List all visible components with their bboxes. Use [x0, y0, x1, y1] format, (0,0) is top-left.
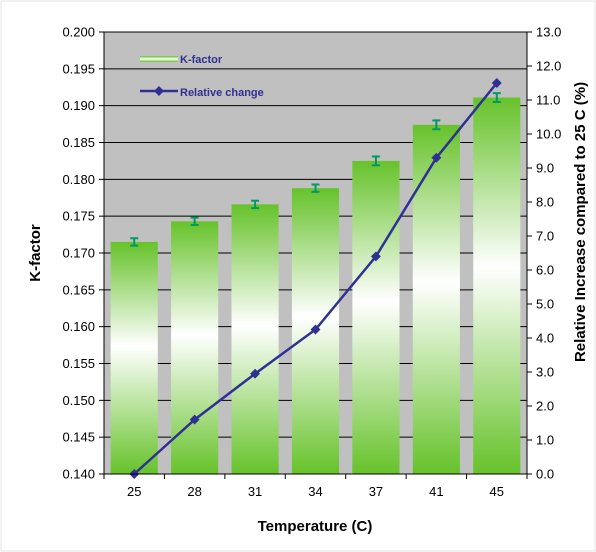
y2-tick-label: 8.0	[536, 195, 554, 210]
y2-tick-label: 11.0	[536, 93, 560, 108]
error-bars	[130, 92, 501, 247]
y-tick-label: 0.140	[62, 467, 95, 482]
bar	[352, 160, 400, 474]
bar	[231, 204, 279, 474]
y-tick-label: 0.170	[62, 246, 95, 261]
x-tick-label: 28	[187, 484, 201, 499]
x-tick-label: 45	[490, 484, 504, 499]
y2-tick-label: 5.0	[536, 297, 554, 312]
error-bar	[190, 216, 199, 227]
y-tick-label: 0.150	[62, 393, 95, 408]
legend-label-k-factor: K-factor	[180, 54, 223, 66]
y2-tick-label: 7.0	[536, 229, 554, 244]
legend-item-k-factor: K-factor	[140, 54, 223, 66]
legend-swatch-k-factor	[140, 56, 178, 62]
y2-tick-label: 12.0	[536, 59, 561, 74]
y-tick-label: 0.145	[62, 430, 95, 445]
bar	[110, 241, 158, 474]
y-tick-label: 0.200	[62, 25, 95, 40]
axes	[99, 31, 532, 479]
relative-change-point	[189, 414, 200, 425]
error-bar	[130, 237, 139, 247]
y2-tick-label: 1.0	[536, 433, 554, 448]
y2-tick-label: 0.0	[536, 467, 554, 482]
error-bar	[251, 199, 260, 210]
y-tick-label: 0.175	[62, 209, 95, 224]
y-tick-label: 0.180	[62, 172, 95, 187]
y2-tick-label: 9.0	[536, 161, 554, 176]
relative-change-point	[370, 251, 381, 262]
relative-change-point	[431, 152, 442, 163]
legend-marker-relative-change	[154, 86, 164, 96]
x-tick-label: 34	[308, 484, 322, 499]
bar	[473, 97, 521, 475]
error-bar	[371, 155, 380, 167]
y2-axis-tick-labels: 0.0 1.0 2.0 3.0 4.0 5.0 6.0 7.0 8.0 9.0 10.0 11.0 12…	[536, 25, 561, 482]
y2-tick-label: 10.0	[536, 127, 561, 142]
bar	[171, 221, 219, 474]
y-tick-label: 0.185	[62, 135, 95, 150]
y2-axis-title: Relative Increase compared to 25 C (%)	[572, 82, 589, 362]
y2-tick-label: 6.0	[536, 263, 554, 278]
y-tick-label: 0.160	[62, 319, 95, 334]
x-tick-label: 25	[127, 484, 141, 499]
legend: K-factor Relative change	[140, 54, 264, 99]
legend-label-relative-change: Relative change	[180, 87, 264, 99]
y2-tick-label: 4.0	[536, 331, 554, 346]
x-tick-label: 31	[248, 484, 262, 499]
y-tick-label: 0.155	[62, 356, 95, 371]
error-bar	[311, 183, 320, 193]
y2-tick-label: 3.0	[536, 365, 554, 380]
y2-tick-label: 13.0	[536, 25, 561, 40]
y-tick-label: 0.165	[62, 282, 95, 297]
x-tick-label: 37	[369, 484, 383, 499]
y-tick-label: 0.190	[62, 98, 95, 113]
y2-tick-label: 2.0	[536, 399, 554, 414]
legend-item-relative-change: Relative change	[140, 86, 264, 99]
x-axis-tick-labels: 25 28 31 34 37 41 45	[127, 484, 504, 499]
error-bar	[432, 119, 441, 131]
bar	[412, 124, 460, 474]
y-tick-label: 0.195	[62, 61, 95, 76]
y-axis-tick-labels: 0.140 0.145 0.150 0.155 0.160 0.165 0.170 0.175…	[62, 25, 95, 482]
relative-change-point	[310, 324, 321, 335]
y-axis-title: K-factor	[27, 224, 44, 282]
bar-series-k-factor	[110, 97, 521, 475]
x-tick-label: 41	[429, 484, 443, 499]
x-axis-title: Temperature (C)	[258, 518, 373, 535]
error-bar	[492, 92, 501, 103]
